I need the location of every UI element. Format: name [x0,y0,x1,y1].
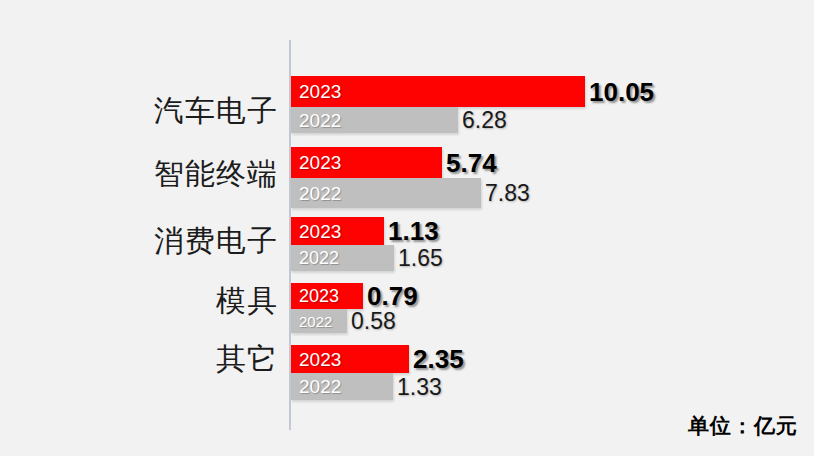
value-label-2023: 1.13 [388,216,439,247]
series-year-label: 2022 [291,377,341,396]
category-label: 智能终端 [0,157,278,191]
bar-2023: 2023 [291,76,585,107]
value-label-2022: 0.58 [351,308,396,335]
series-year-label: 2022 [291,184,341,203]
value-label-2022: 7.83 [485,180,530,207]
series-year-label: 2022 [291,249,339,267]
series-year-label: 2023 [291,350,341,369]
series-year-label: 2022 [291,314,332,329]
bar-2023: 2023 [291,217,384,245]
series-year-label: 2023 [291,287,339,305]
category-label: 模具 [0,284,278,318]
bar-2023: 2023 [291,147,442,178]
value-label-2022: 1.65 [398,245,443,272]
bar-2022: 2022 [291,309,347,333]
bar-2022: 2022 [291,373,393,400]
series-year-label: 2023 [291,222,341,241]
value-label-2023: 2.35 [413,344,464,375]
chart-canvas: 汽车电子 2023 10.05 2022 6.28 智能终端 2023 5.74… [0,0,814,456]
category-label: 其它 [0,342,278,376]
bar-2022: 2022 [291,107,458,133]
series-year-label: 2023 [291,153,341,172]
unit-label: 单位：亿元 [688,412,798,440]
series-year-label: 2022 [291,111,341,130]
category-label: 消费电子 [0,224,278,258]
series-year-label: 2023 [291,82,341,101]
value-label-2023: 10.05 [589,77,654,108]
bar-2023: 2023 [291,345,409,373]
category-label: 汽车电子 [0,94,278,128]
value-label-2022: 6.28 [462,107,507,134]
value-label-2022: 1.33 [397,374,442,401]
bar-2022: 2022 [291,245,394,271]
bar-2022: 2022 [291,178,481,208]
bar-2023: 2023 [291,283,363,309]
value-label-2023: 5.74 [446,148,497,179]
